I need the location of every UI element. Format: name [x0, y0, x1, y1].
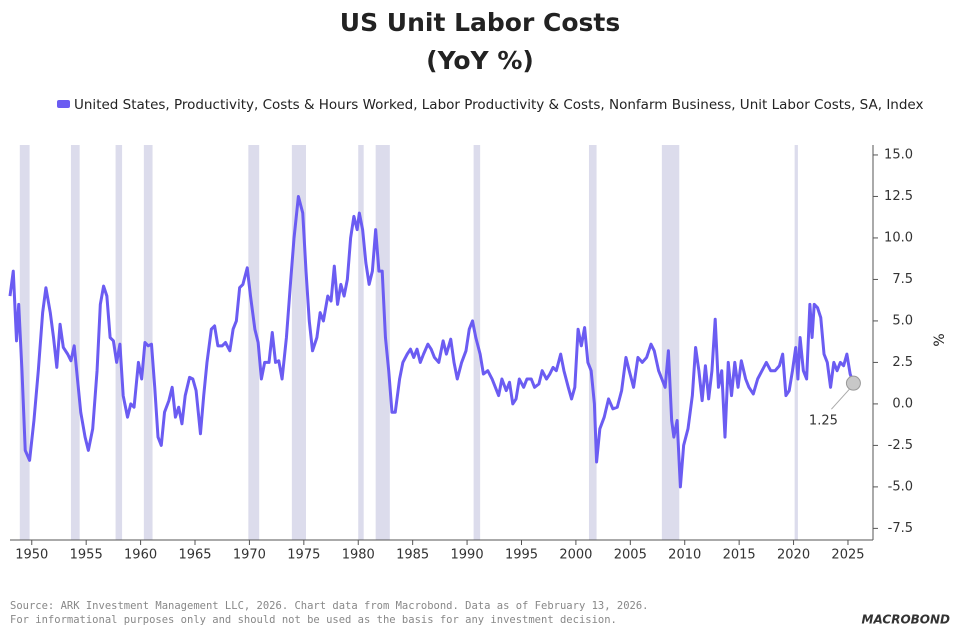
y-tick-label: 12.5	[884, 189, 913, 204]
x-tick-label: 1980	[342, 548, 375, 563]
x-tick-label: 1985	[396, 548, 429, 563]
line-series	[8, 194, 855, 489]
logo: MACROBOND	[862, 613, 950, 627]
y-tick-label: -7.5	[888, 521, 913, 536]
x-tick-label: 2010	[668, 548, 701, 563]
annotation-leader	[831, 388, 850, 410]
x-tick-label: 1995	[505, 548, 538, 563]
x-tick-label: 2015	[723, 548, 756, 563]
x-tick-label: 2005	[614, 548, 647, 563]
recession-band	[291, 145, 307, 540]
y-tick-label: 0.0	[892, 396, 913, 411]
source-text: For informational purposes only and shou…	[10, 614, 617, 626]
chart-title: US Unit Labor Costs	[340, 8, 620, 37]
last-point-marker	[845, 375, 861, 391]
y-tick-label: 5.0	[892, 313, 913, 328]
x-tick-label: 2020	[777, 548, 810, 563]
recession-band	[358, 145, 364, 540]
x-tick-label: 1960	[124, 548, 157, 563]
chart-subtitle: (YoY %)	[426, 46, 534, 75]
legend-swatch	[57, 100, 70, 108]
last-value-label: 1.25	[809, 414, 838, 429]
y-tick-label: 10.0	[884, 230, 913, 245]
recession-band	[70, 145, 80, 540]
recession-band	[143, 145, 153, 540]
recession-band	[19, 145, 30, 540]
x-tick-label: 1975	[287, 548, 320, 563]
x-tick-label: 1955	[70, 548, 103, 563]
source-text: Source: ARK Investment Management LLC, 2…	[10, 600, 648, 612]
recession-band	[588, 145, 597, 540]
y-tick-label: 15.0	[884, 147, 913, 162]
recession-band	[375, 145, 390, 540]
y-tick-label: 7.5	[892, 272, 913, 287]
legend-label: United States, Productivity, Costs & Hou…	[74, 97, 923, 113]
x-tick-label: 2000	[559, 548, 592, 563]
recession-band	[794, 145, 798, 540]
y-tick-label: -2.5	[888, 438, 913, 453]
x-tick-label: 1965	[178, 548, 211, 563]
y-tick-label: -5.0	[888, 479, 913, 494]
x-tick-label: 1990	[451, 548, 484, 563]
y-axis-label: %	[932, 333, 948, 346]
x-tick-label: 2025	[831, 548, 864, 563]
recession-band	[661, 145, 680, 540]
x-tick-label: 1970	[233, 548, 266, 563]
x-tick-label: 1950	[15, 548, 48, 563]
y-tick-label: 2.5	[892, 355, 913, 370]
recession-band	[115, 145, 123, 540]
recession-band	[248, 145, 260, 540]
